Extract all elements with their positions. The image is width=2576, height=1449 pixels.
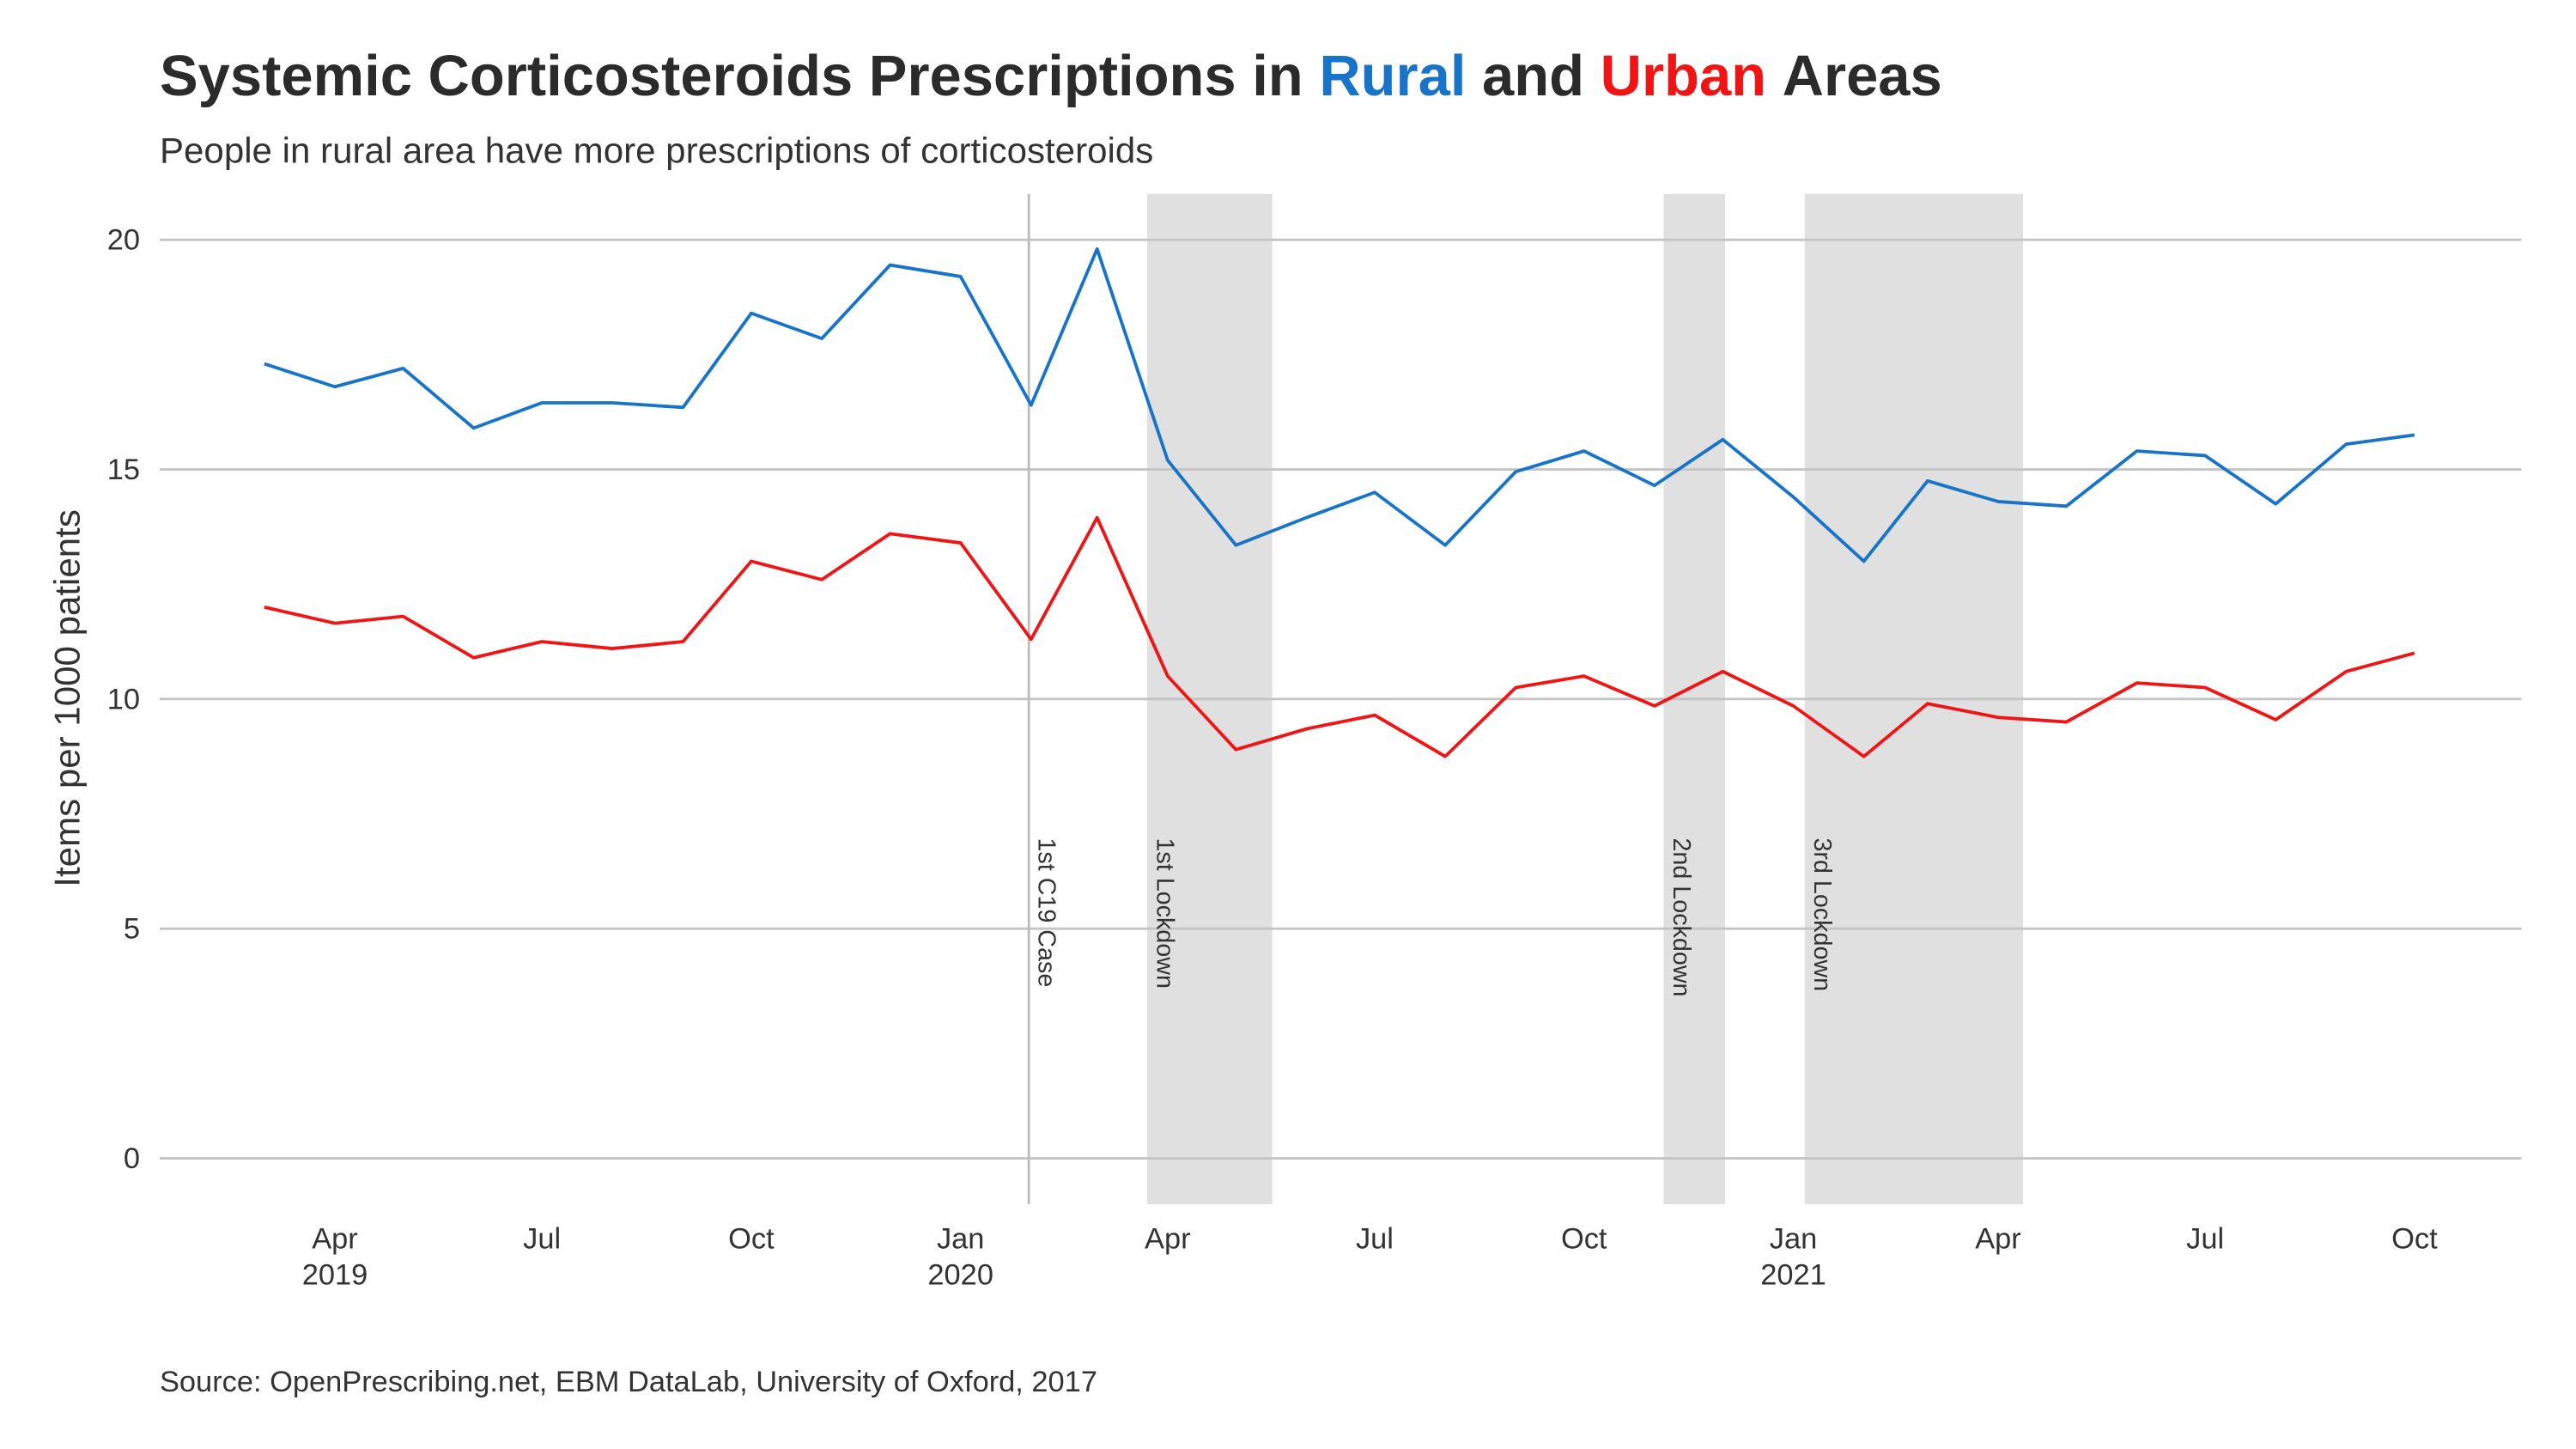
x-tick-label: Oct xyxy=(2391,1223,2438,1256)
y-tick-label: 10 xyxy=(107,683,140,715)
source-note: Source: OpenPrescribing.net, EBM DataLab… xyxy=(160,1366,1097,1398)
y-axis-label: Items per 1000 patients xyxy=(46,509,87,887)
x-tick-label: 2019 xyxy=(302,1259,368,1292)
x-tick-label: Oct xyxy=(1561,1223,1607,1256)
x-tick-label: 2021 xyxy=(1760,1259,1826,1292)
x-tick-label: Jan xyxy=(1770,1223,1817,1256)
shaded-label: 1st Lockdown xyxy=(1151,837,1178,988)
y-tick-label: 15 xyxy=(107,454,140,486)
x-tick-label: Apr xyxy=(1975,1223,2021,1256)
x-tick-label: Jan xyxy=(937,1223,984,1256)
y-tick-label: 5 xyxy=(124,913,140,946)
series-line xyxy=(264,515,2415,758)
chart-title: Systemic Corticosteroids Prescriptions i… xyxy=(160,44,1942,108)
series-line xyxy=(264,247,2415,563)
title-series-name: Urban xyxy=(1601,44,1766,108)
x-tick-label: Apr xyxy=(1145,1223,1191,1256)
title-part: and xyxy=(1482,44,1584,108)
x-tick-label: Jul xyxy=(1356,1223,1394,1256)
x-tick-label: 2020 xyxy=(927,1259,993,1292)
event-label: 1st C19 Case xyxy=(1033,837,1060,987)
x-tick-label: Apr xyxy=(312,1223,358,1256)
title-series-name: Rural xyxy=(1319,44,1466,108)
x-tick-label: Oct xyxy=(728,1223,775,1256)
x-tick-label: Jul xyxy=(2186,1223,2224,1256)
title-part: Systemic Corticosteroids Prescriptions i… xyxy=(160,44,1303,108)
chart-subtitle: People in rural area have more prescript… xyxy=(160,130,1153,170)
shaded-label: 3rd Lockdown xyxy=(1808,837,1836,991)
shaded-label: 2nd Lockdown xyxy=(1668,837,1695,996)
y-tick-label: 0 xyxy=(124,1142,140,1175)
x-tick-label: Jul xyxy=(523,1223,561,1256)
y-tick-label: 20 xyxy=(107,224,140,257)
title-part: Areas xyxy=(1783,44,1942,108)
